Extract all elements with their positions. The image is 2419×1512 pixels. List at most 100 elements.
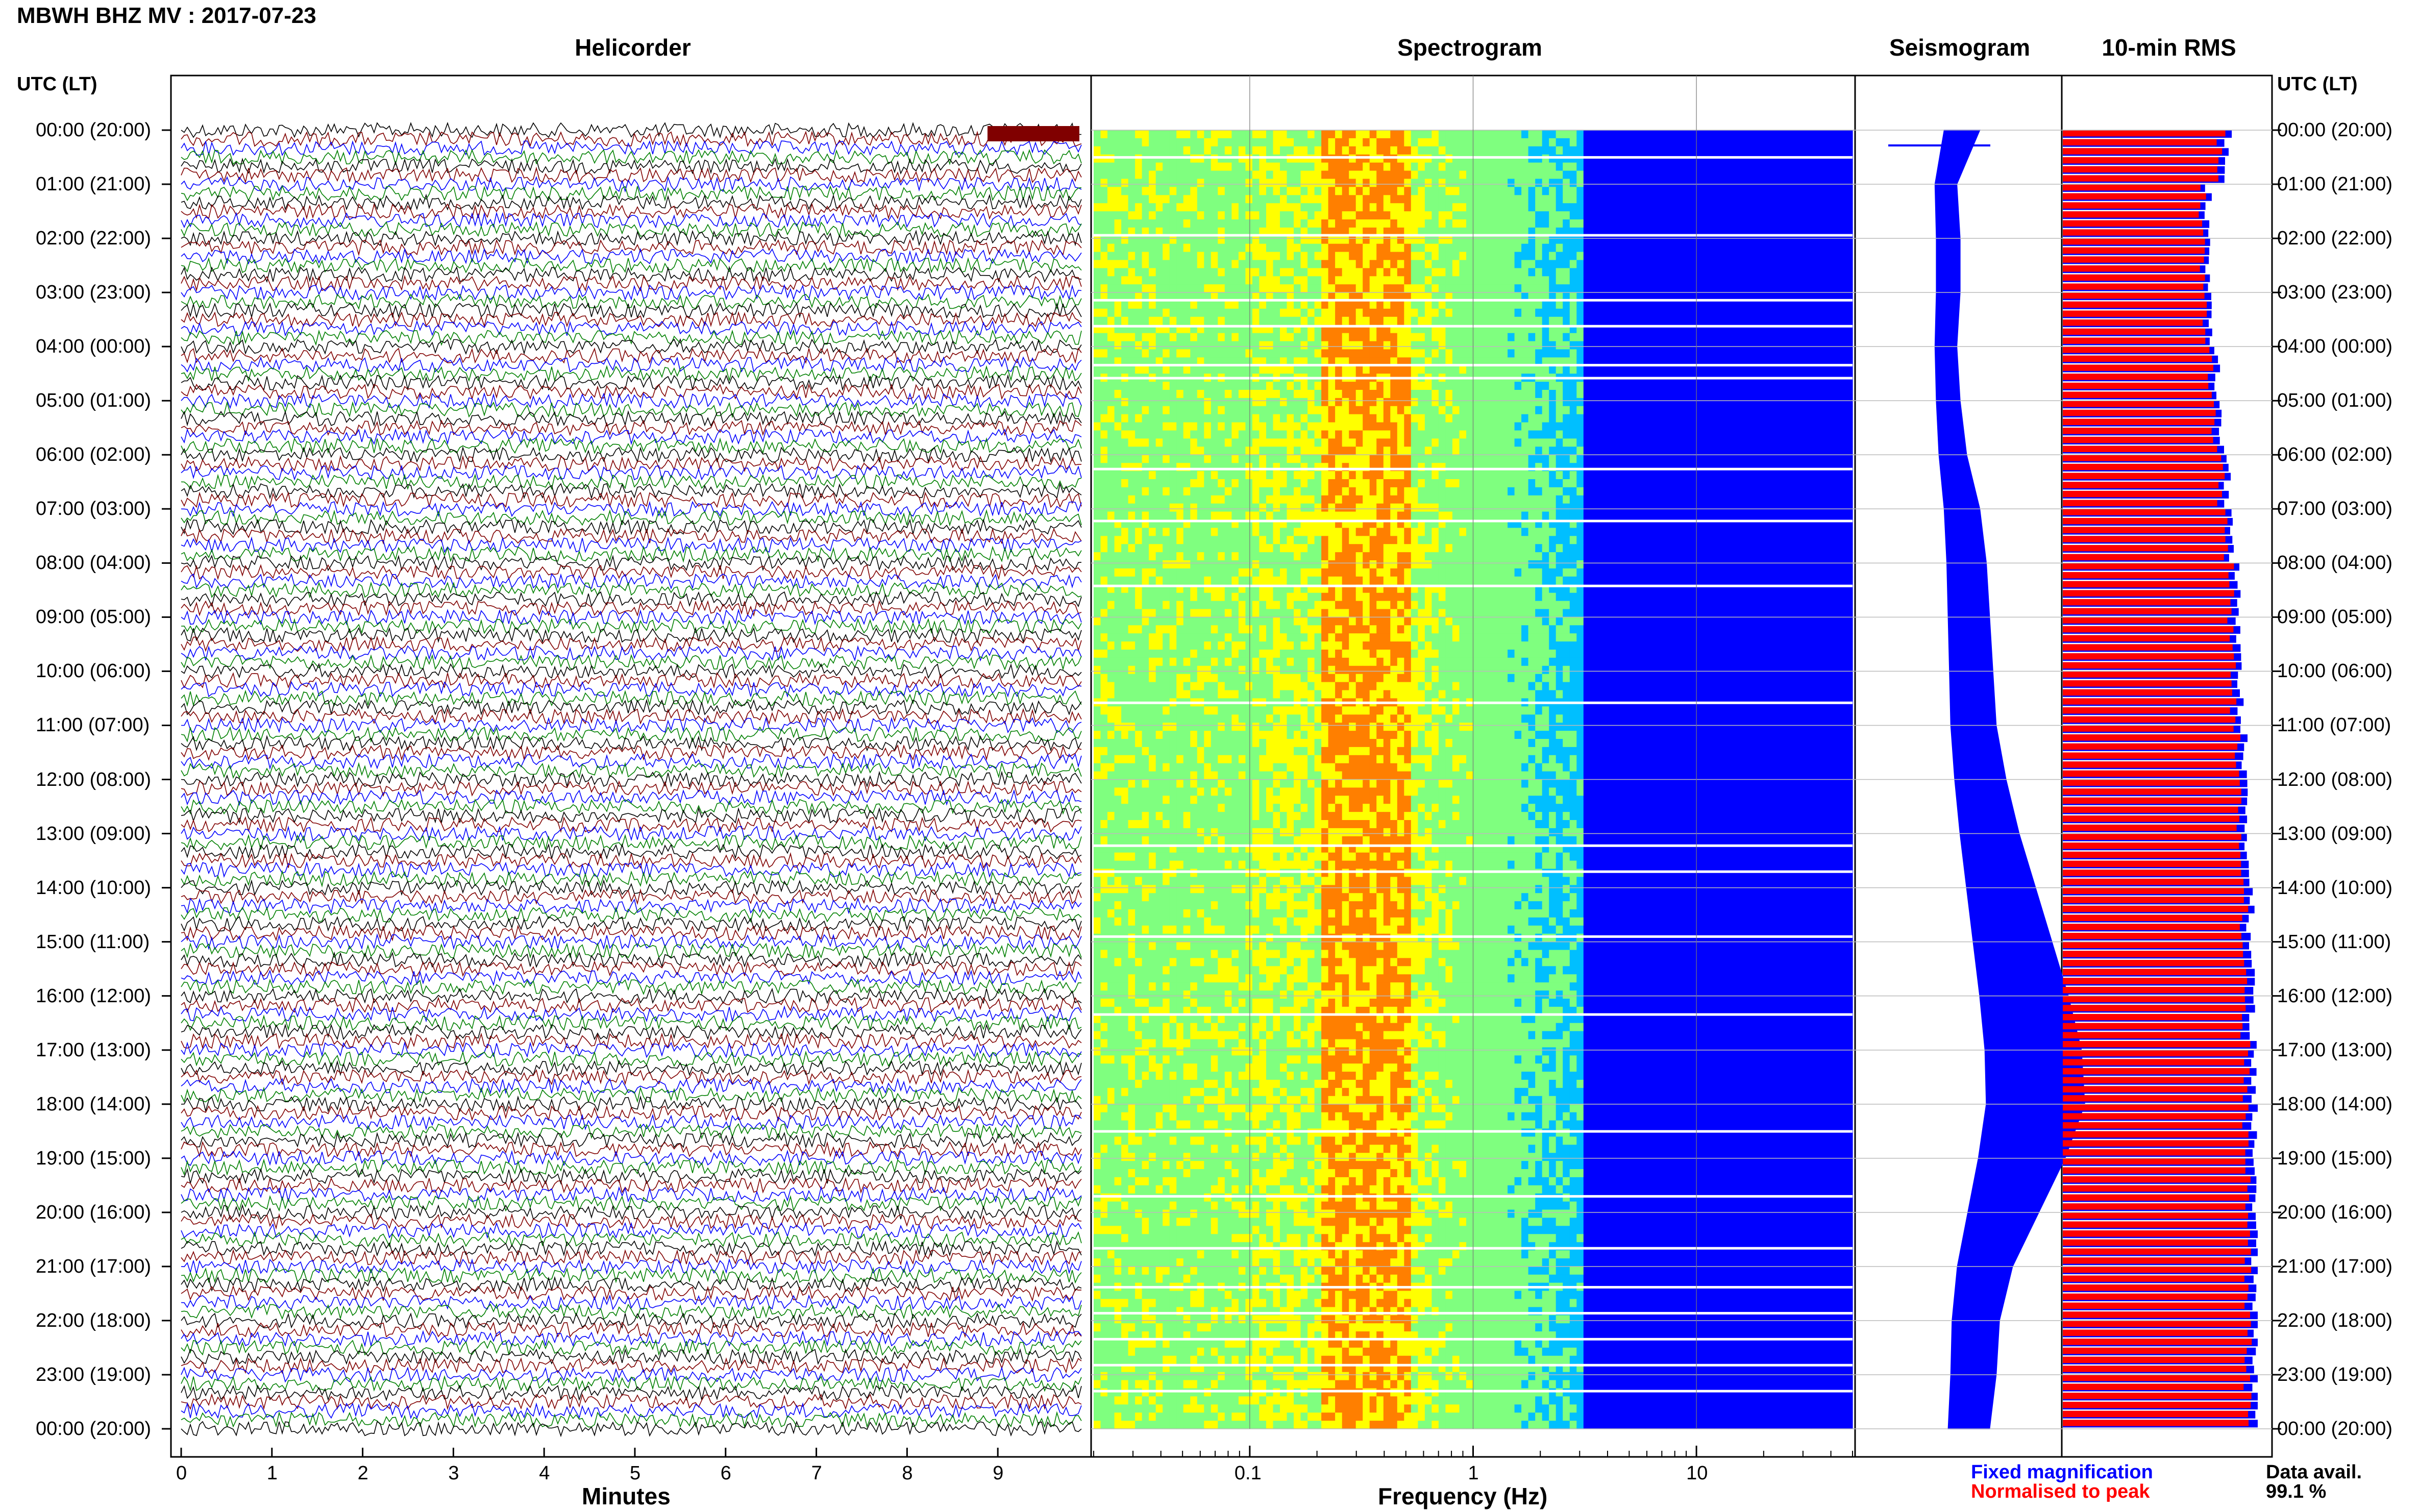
spectrogram-cell <box>1411 154 1418 163</box>
spectrogram-cell <box>1632 260 1639 268</box>
spectrogram-cell <box>1390 438 1398 447</box>
spectrogram-cell <box>1142 154 1149 163</box>
spectrogram-cell <box>1694 471 1701 480</box>
spectrogram-cell <box>1273 276 1280 285</box>
spectrogram-cell <box>1728 292 1736 301</box>
spectrogram-cell <box>1666 333 1674 342</box>
spectrogram-cell <box>1252 422 1260 431</box>
spectrogram-cell <box>1169 252 1177 261</box>
spectrogram-cell <box>1431 341 1439 350</box>
spectrogram-cell <box>1218 211 1225 220</box>
spectrogram-cell <box>1590 276 1598 285</box>
spectrogram-cell <box>1307 138 1315 147</box>
spectrogram-cell <box>1590 130 1598 139</box>
spectrogram-cell <box>1783 333 1791 342</box>
spectrogram-cell <box>1721 146 1729 155</box>
spectrogram-cell <box>1811 243 1818 253</box>
spectrogram-cell <box>1197 130 1204 139</box>
spectrogram-cell <box>1756 203 1763 212</box>
spectrogram-cell <box>1756 260 1763 268</box>
spectrogram-cell <box>1176 154 1184 163</box>
spectrogram-cell <box>1107 276 1115 285</box>
spectrogram-cell <box>1431 455 1439 463</box>
spectrogram-cell <box>1535 162 1543 171</box>
spectrogram-cell <box>1742 284 1749 293</box>
spectrogram-cell <box>1708 260 1715 268</box>
spectrogram-cell <box>1811 471 1818 480</box>
spectrogram-cell <box>1804 455 1812 463</box>
spectrogram-cell <box>1266 260 1274 268</box>
spectrogram-cell <box>1845 260 1853 268</box>
spectrogram-cell <box>1728 341 1736 350</box>
spectrogram-cell <box>1328 357 1336 366</box>
spectrogram-cell <box>1749 430 1757 439</box>
spectrogram-cell <box>1597 316 1605 326</box>
spectrogram-cell <box>1452 301 1460 309</box>
spectrogram-cell <box>1583 382 1591 390</box>
spectrogram-cell <box>1576 227 1584 236</box>
spectrogram-cell <box>1404 479 1412 488</box>
spectrogram-cell <box>1355 227 1363 236</box>
spectrogram-cell <box>1438 301 1446 309</box>
spectrogram-cell <box>1204 447 1212 455</box>
spectrogram-cell <box>1314 301 1322 309</box>
spectrogram-cell <box>1121 146 1129 155</box>
spectrogram-cell <box>1818 447 1825 455</box>
spectrogram-cell <box>1618 316 1625 326</box>
spectrogram-cell <box>1383 268 1391 277</box>
spectrogram-cell <box>1163 414 1170 423</box>
spectrogram-cell <box>1776 447 1784 455</box>
spectrogram-cell <box>1818 382 1825 390</box>
spectrogram-cell <box>1397 130 1404 139</box>
spectrogram-cell <box>1155 146 1163 155</box>
spectrogram-cell <box>1769 179 1777 187</box>
spectrogram-cell <box>1266 162 1274 171</box>
spectrogram-cell <box>1500 333 1508 342</box>
spectrogram-cell <box>1335 252 1343 261</box>
spectrogram-cell <box>1473 398 1480 407</box>
spectrogram-cell <box>1694 422 1701 431</box>
spectrogram-cell <box>1452 187 1460 195</box>
spectrogram-cell <box>1742 398 1749 407</box>
spectrogram-cell <box>1369 447 1377 455</box>
spectrogram-cell <box>1321 195 1329 204</box>
spectrogram-cell <box>1135 479 1143 488</box>
spectrogram-cell <box>1287 406 1294 415</box>
spectrogram-cell <box>1121 138 1129 147</box>
spectrogram-cell <box>1563 154 1570 163</box>
spectrogram-cell <box>1100 495 1108 504</box>
spectrogram-cell <box>1390 219 1398 228</box>
spectrogram-cell <box>1121 382 1129 390</box>
spectrogram-cell <box>1597 227 1605 236</box>
spectrogram-cell <box>1700 235 1708 244</box>
spectrogram-cell <box>1266 447 1274 455</box>
spectrogram-cell <box>1556 276 1563 285</box>
spectrogram-cell <box>1645 130 1653 139</box>
spectrogram-cell <box>1673 438 1681 447</box>
spectrogram-cell <box>1618 138 1625 147</box>
spectrogram-cell <box>1680 276 1688 285</box>
spectrogram-cell <box>1563 130 1570 139</box>
spectrogram-cell <box>1342 333 1349 342</box>
spectrogram-cell <box>1535 390 1543 399</box>
spectrogram-cell <box>1790 268 1798 277</box>
spectrogram-cell <box>1363 154 1370 163</box>
spectrogram-cell <box>1142 162 1149 171</box>
spectrogram-cell <box>1459 357 1467 366</box>
spectrogram-cell <box>1735 284 1743 293</box>
spectrogram-cell <box>1845 487 1853 496</box>
spectrogram-cell <box>1183 471 1191 480</box>
spectrogram-cell <box>1390 390 1398 399</box>
spectrogram-cell <box>1169 398 1177 407</box>
spectrogram-cell <box>1404 301 1412 309</box>
spectrogram-cell <box>1721 471 1729 480</box>
spectrogram-cell <box>1769 365 1777 374</box>
spectrogram-cell <box>1307 187 1315 195</box>
spectrogram-cell <box>1721 162 1729 171</box>
spectrogram-cell <box>1728 316 1736 326</box>
spectrogram-cell <box>1783 243 1791 253</box>
spectrogram-cell <box>1604 471 1612 480</box>
spectrogram-cell <box>1424 365 1432 374</box>
spectrogram-cell <box>1790 162 1798 171</box>
spectrogram-cell <box>1445 398 1453 407</box>
